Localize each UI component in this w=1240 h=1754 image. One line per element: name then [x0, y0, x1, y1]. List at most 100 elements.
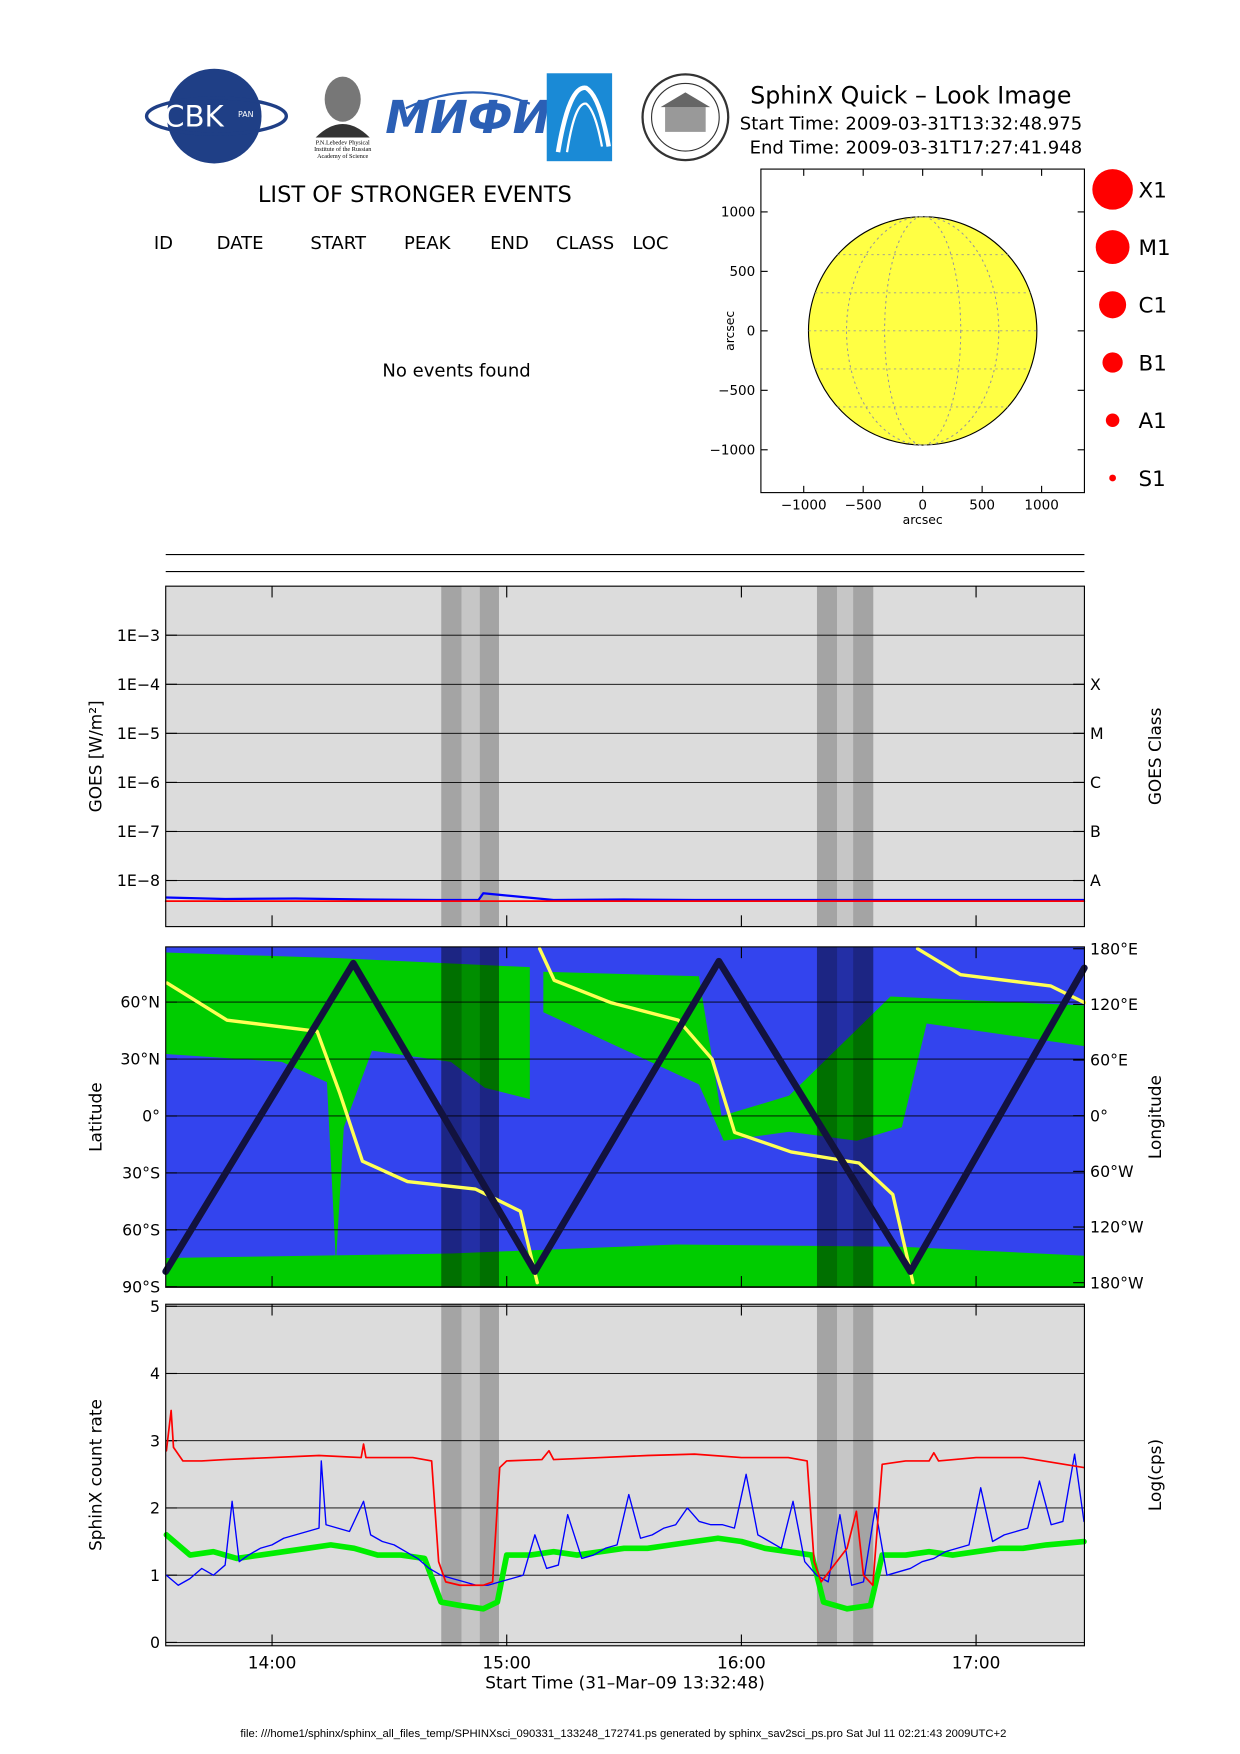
y-tick-label: 1E−5	[117, 724, 160, 743]
time-band	[461, 1304, 480, 1646]
y-tick-label: 4	[150, 1364, 160, 1383]
y-tick-label: 3	[150, 1431, 160, 1450]
time-band	[816, 586, 838, 927]
time-band	[853, 586, 874, 927]
y-tick-label: 1E−7	[117, 822, 160, 841]
y-tick-label: −1000	[710, 442, 756, 458]
y-tick-label: 30°S	[122, 1164, 160, 1183]
legend-marker	[1105, 413, 1120, 428]
time-band	[837, 586, 854, 927]
y-tick-label: 1	[150, 1566, 160, 1585]
y-tick-label: 2	[150, 1499, 160, 1518]
y-tick-label: 0	[747, 323, 756, 339]
legend-marker	[1099, 291, 1127, 319]
legend-label: X1	[1139, 178, 1167, 203]
column-header: START	[310, 233, 367, 254]
logo-text: CBK	[164, 99, 225, 133]
y-tick-label: 1E−3	[117, 626, 160, 645]
time-band	[816, 946, 838, 1288]
y2-tick-label: 120°W	[1090, 1218, 1144, 1237]
arc-logo	[546, 73, 613, 162]
y2-tick-label: A	[1090, 871, 1101, 890]
y2-axis-label: Log(cps)	[1145, 1439, 1165, 1511]
x-tick-label: 15:00	[482, 1652, 531, 1672]
logo-text: P.N.Lebedev Physical	[316, 139, 370, 146]
y2-tick-label: M	[1090, 724, 1104, 743]
panel-background	[165, 1304, 1085, 1646]
column-header: LOC	[632, 233, 668, 254]
disk-grid	[884, 216, 962, 446]
time-band	[441, 586, 462, 927]
legend-label: C1	[1139, 294, 1168, 319]
events-title: LIST OF STRONGER EVENTS	[258, 182, 572, 208]
mifi-logo: МИФИ	[385, 91, 550, 144]
legend-label: A1	[1139, 409, 1167, 434]
x-tick-label: 500	[969, 498, 995, 514]
y2-tick-label: 0°	[1090, 1106, 1108, 1125]
time-band	[461, 586, 480, 927]
start-time: Start Time: 2009-03-31T13:32:48.975	[740, 114, 1082, 135]
logo-text: Academy of Science	[317, 153, 368, 160]
legend-marker	[1095, 230, 1130, 265]
footer: file: ///home1/sphinx/sphinx_all_files_t…	[240, 1728, 1006, 1740]
y2-tick-label: 60°E	[1090, 1051, 1128, 1070]
logo-text: Institute of the Russian	[314, 146, 371, 153]
disk-grid	[846, 216, 1000, 446]
y2-axis-label: GOES Class	[1145, 708, 1165, 806]
x-axis-label: Start Time (31–Mar–09 13:32:48)	[485, 1673, 765, 1693]
y-axis-label: GOES [W/m²]	[85, 700, 105, 812]
logo-text: PAN	[238, 110, 254, 119]
y2-axis-label: Longitude	[1145, 1075, 1165, 1159]
y2-tick-label: B	[1090, 822, 1101, 841]
y-tick-label: 60°S	[122, 1220, 160, 1239]
time-band	[837, 946, 854, 1288]
y-axis-label: arcsec	[722, 311, 737, 351]
y-tick-label: 1E−8	[117, 871, 160, 890]
y-tick-label: 5	[150, 1297, 160, 1316]
x-tick-label: 14:00	[248, 1652, 297, 1672]
y-tick-label: 0	[150, 1633, 160, 1652]
legend-label: S1	[1139, 467, 1166, 492]
y-tick-label: 60°N	[120, 993, 160, 1012]
y2-tick-label: C	[1090, 773, 1101, 792]
series-line	[165, 1409, 1085, 1587]
series-line	[165, 892, 1086, 902]
y-axis-label: SphinX count rate	[85, 1399, 105, 1551]
time-band	[837, 1304, 854, 1646]
x-tick-label: 16:00	[717, 1652, 766, 1672]
end-time: End Time: 2009-03-31T17:27:41.948	[750, 137, 1083, 158]
panel-frame	[165, 1303, 1085, 1647]
y2-tick-label: 60°W	[1090, 1162, 1134, 1181]
y-tick-label: 0°	[142, 1107, 160, 1126]
legend-label: M1	[1139, 236, 1171, 261]
y-tick-label: 30°N	[120, 1050, 160, 1069]
y2-tick-label: 180°E	[1090, 939, 1138, 958]
seal-logo	[641, 73, 730, 162]
column-header: END	[490, 233, 529, 254]
time-band	[479, 586, 499, 927]
x-tick-label: 0	[918, 498, 927, 514]
x-tick-label: 1000	[1024, 498, 1058, 514]
panel-frame	[165, 585, 1085, 928]
series-line	[163, 1532, 1087, 1612]
lebedev-logo: P.N.Lebedev Physical Institute of the Ru…	[314, 76, 371, 160]
y-axis-label: Latitude	[85, 1082, 105, 1152]
column-header: ID	[154, 233, 173, 254]
series-line	[162, 957, 1088, 1275]
column-header: DATE	[217, 233, 264, 254]
time-band	[479, 946, 499, 1288]
legend-marker	[1092, 169, 1133, 210]
y-tick-label: 90°S	[122, 1277, 160, 1296]
x-tick-label: −500	[845, 498, 882, 514]
y-tick-label: 1E−4	[117, 675, 160, 694]
legend-marker	[1102, 352, 1123, 373]
y-tick-label: 500	[729, 264, 755, 280]
y2-tick-label: 180°W	[1090, 1273, 1144, 1292]
time-band	[461, 946, 480, 1288]
column-header: PEAK	[404, 233, 452, 254]
y-tick-label: −500	[718, 383, 755, 399]
column-header: CLASS	[556, 233, 614, 254]
x-tick-label: −1000	[781, 498, 827, 514]
events-message: No events found	[382, 361, 530, 382]
